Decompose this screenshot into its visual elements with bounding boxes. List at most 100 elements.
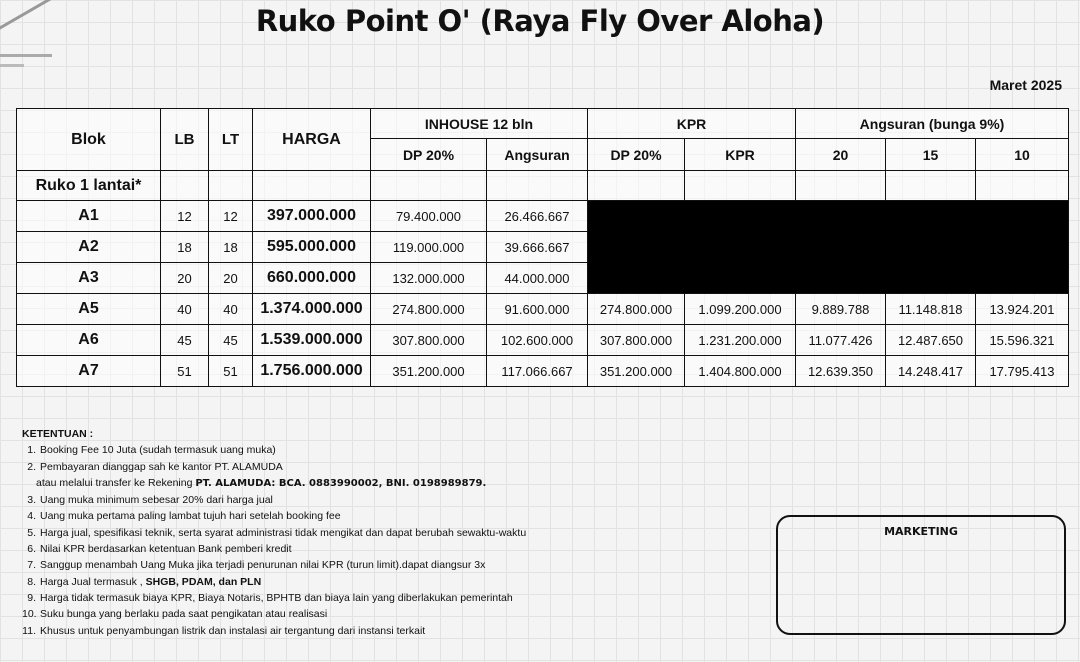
cell-kpr-dp: 307.800.000 (587, 324, 685, 356)
cell-harga: 1.756.000.000 (252, 355, 371, 387)
terms-text: Uang muka minimum sebesar 20% dari harga… (40, 494, 273, 507)
terms-item: 11. Khusus untuk penyambungan listrik dan… (22, 623, 526, 639)
marketing-label: MARKETING (884, 525, 958, 538)
cell-lb: 18 (160, 231, 209, 263)
terms-number: 11. (22, 624, 36, 637)
cell-lt: 45 (208, 324, 253, 356)
cell-kpr: 1.404.800.000 (684, 355, 796, 387)
terms-text: Suku bunga yang berlaku pada saat pengik… (40, 608, 328, 621)
table-row: A5 40 40 1.374.000.000 274.800.000 91.600.000… (16, 293, 1069, 325)
terms-item: 6. Nilai KPR berdasarkan ketentuan Bank p… (22, 541, 526, 557)
terms-number: 1. (27, 444, 36, 457)
price-table: Blok LB LT HARGA INHOUSE 12 bln KPR Angs… (16, 108, 1069, 387)
table-row: A3 20 20 660.000.000 132.000.000 44.000.000 (16, 262, 1069, 294)
terms-item: 9. Harga tidak termasuk biaya KPR, Biaya … (22, 590, 526, 606)
subheader: KPR (684, 138, 796, 171)
table-row: A6 45 45 1.539.000.000 307.800.000 102.600.00… (16, 324, 1069, 356)
terms-number: 6. (27, 543, 36, 556)
cell-lb: 45 (160, 324, 209, 356)
subheader: 10 (975, 138, 1069, 171)
header-inhouse: INHOUSE 12 bln (370, 108, 588, 139)
cell-inhouse-angsuran: 102.600.000 (486, 324, 588, 356)
terms-item: 8. Harga Jual termasuk , SHGB, PDAM, dan … (22, 574, 526, 590)
cell-blok: A5 (16, 293, 161, 325)
cell-inhouse-angsuran: 39.666.667 (486, 231, 588, 263)
cell-angsuran-20: 9.889.788 (795, 293, 886, 325)
cell-kpr: 1.231.200.000 (684, 324, 796, 356)
cell-angsuran-15: 11.148.818 (885, 293, 976, 325)
terms-item: 4. Uang muka pertama paling lambat tujuh … (22, 508, 526, 524)
terms-number: 4. (27, 510, 36, 523)
terms-section: KETENTUAN : 1. Booking Fee 10 Juta (sudah… (22, 426, 526, 639)
terms-number: 10. (22, 608, 37, 621)
cell-blok: A1 (16, 200, 161, 232)
date-label: Maret 2025 (989, 77, 1062, 93)
cell-inhouse-dp: 119.000.000 (370, 231, 487, 263)
subheader: 15 (885, 138, 976, 171)
cell-inhouse-dp: 132.000.000 (370, 262, 487, 294)
terms-text: Harga jual, spesifikasi teknik, serta sy… (40, 526, 527, 539)
terms-text: Uang muka pertama paling lambat tujuh ha… (40, 510, 341, 523)
cell-angsuran-20: 11.077.426 (795, 324, 886, 356)
table-row: A1 12 12 397.000.000 79.400.000 26.466.667 (16, 200, 1069, 294)
terms-item: 2. Pembayaran dianggap sah ke kantor PT. … (22, 459, 526, 475)
cell-angsuran-10: 15.596.321 (975, 324, 1069, 356)
terms-bold-text: SHGB, PDAM, dan PLN (145, 575, 262, 588)
terms-text: Harga tidak termasuk biaya KPR, Biaya No… (40, 591, 513, 604)
cell-inhouse-dp: 274.800.000 (370, 293, 487, 325)
cell-angsuran-15: 14.248.417 (885, 355, 976, 387)
cell-inhouse-dp: 307.800.000 (370, 324, 487, 356)
header-angsuran: Angsuran (bunga 9%) (795, 108, 1069, 139)
decorative-stroke (0, 54, 52, 57)
cell-blok: A2 (16, 231, 161, 263)
cell-inhouse-dp: 79.400.000 (370, 200, 487, 232)
terms-item: atau melalui transfer ke Rekening PT. AL… (22, 475, 526, 492)
cell-harga: 397.000.000 (252, 200, 371, 232)
cell-lb: 40 (160, 293, 209, 325)
cell-kpr: 1.099.200.000 (684, 293, 796, 325)
subheader: DP 20% (587, 138, 685, 171)
cell-lb: 20 (160, 262, 209, 294)
terms-number: 2. (27, 460, 36, 473)
cell-blok: A3 (16, 262, 161, 294)
redacted-block (587, 200, 1069, 294)
terms-item: 10. Suku bunga yang berlaku pada saat pen… (22, 606, 526, 622)
header-harga: HARGA (252, 108, 371, 171)
cell-lt: 12 (208, 200, 253, 232)
terms-text: Khusus untuk penyambungan listrik dan in… (40, 624, 426, 637)
cell-kpr-dp: 274.800.000 (587, 293, 685, 325)
section-row: Ruko 1 lantai* (16, 170, 1069, 201)
cell-lt: 20 (208, 262, 253, 294)
header-lb: LB (160, 108, 209, 171)
table-row: A7 51 51 1.756.000.000 351.200.000 117.066.66… (16, 355, 1069, 387)
subheader: Angsuran (486, 138, 588, 171)
cell-inhouse-angsuran: 117.066.667 (486, 355, 588, 387)
cell-blok: A6 (16, 324, 161, 356)
terms-number: 3. (27, 494, 36, 507)
cell-angsuran-15: 12.487.650 (885, 324, 976, 356)
table-row: A2 18 18 595.000.000 119.000.000 39.666.667 (16, 231, 1069, 263)
marketing-box: MARKETING (776, 515, 1066, 635)
cell-lt: 18 (208, 231, 253, 263)
terms-text: Sanggup menambah Uang Muka jika terjadi … (40, 559, 486, 572)
cell-angsuran-10: 17.795.413 (975, 355, 1069, 387)
terms-number: 7. (27, 559, 36, 572)
cell-lt: 51 (208, 355, 253, 387)
terms-text: Pembayaran dianggap sah ke kantor PT. AL… (40, 460, 283, 473)
cell-angsuran-20: 12.639.350 (795, 355, 886, 387)
subheader: DP 20% (370, 138, 487, 171)
cell-lb: 12 (160, 200, 209, 232)
header-kpr: KPR (587, 108, 796, 139)
terms-item: 3. Uang muka minimum sebesar 20% dari har… (22, 492, 526, 508)
cell-harga: 1.539.000.000 (252, 324, 371, 356)
terms-item: 7. Sanggup menambah Uang Muka jika terjad… (22, 557, 526, 573)
page-title: Ruko Point O' (Raya Fly Over Aloha) (255, 4, 825, 38)
terms-item: 1. Booking Fee 10 Juta (sudah termasuk ua… (22, 442, 526, 458)
cell-inhouse-angsuran: 44.000.000 (486, 262, 588, 294)
terms-item: 5. Harga jual, spesifikasi teknik, serta … (22, 525, 526, 541)
cell-harga: 595.000.000 (252, 231, 371, 263)
cell-blok: A7 (16, 355, 161, 387)
cell-inhouse-angsuran: 26.466.667 (486, 200, 588, 232)
terms-text: Nilai KPR berdasarkan ketentuan Bank pem… (40, 543, 292, 556)
cell-harga: 660.000.000 (252, 262, 371, 294)
